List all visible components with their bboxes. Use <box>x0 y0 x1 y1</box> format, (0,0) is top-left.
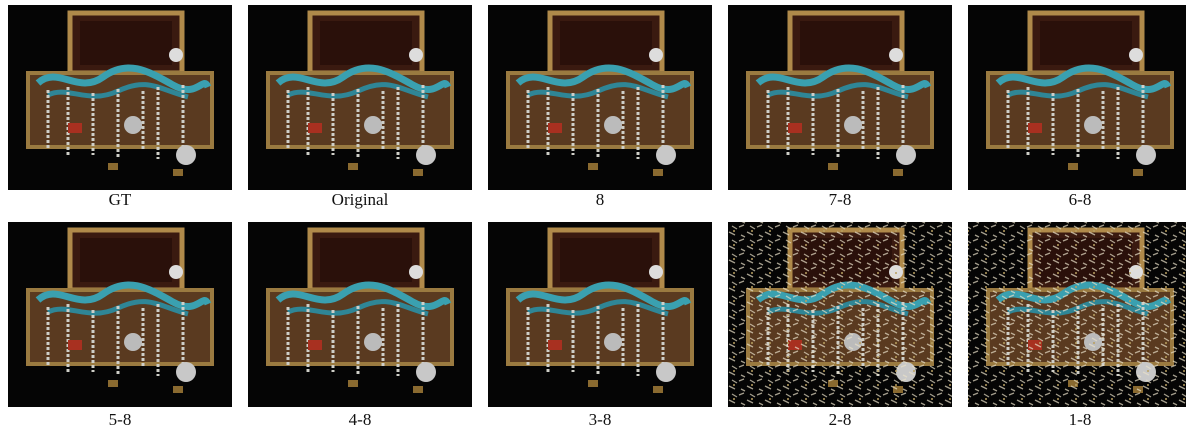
artifact-overlay <box>968 222 1186 407</box>
panel: 7-8 <box>728 5 952 209</box>
panel: Original <box>248 5 472 209</box>
panel: 4-8 <box>248 222 472 429</box>
figure: GT Original 8 7-8 6-8 5-8 4-8 3-8 2-8 1-8 <box>0 0 1186 433</box>
panel-caption: 7-8 <box>829 190 852 209</box>
panel: 8 <box>488 5 712 209</box>
panel: 6-8 <box>968 5 1186 209</box>
panel: 1-8 <box>968 222 1186 429</box>
panel-image <box>488 5 712 190</box>
panel-caption: 2-8 <box>829 410 852 429</box>
panel-image <box>248 222 472 407</box>
panel-caption: 8 <box>596 190 605 209</box>
panel-image <box>728 5 952 190</box>
panel: 3-8 <box>488 222 712 429</box>
panel: 2-8 <box>728 222 952 429</box>
panel-image <box>488 222 712 407</box>
panel: GT <box>8 5 232 209</box>
panel-caption: 3-8 <box>589 410 612 429</box>
panel-caption: 5-8 <box>109 410 132 429</box>
panel-caption: 6-8 <box>1069 190 1092 209</box>
panel-image <box>8 5 232 190</box>
panel: 5-8 <box>8 222 232 429</box>
panel-image <box>968 5 1186 190</box>
panel-image <box>8 222 232 407</box>
panel-caption: Original <box>332 190 389 209</box>
panel-caption: 4-8 <box>349 410 372 429</box>
artifact-overlay <box>728 222 952 407</box>
panel-image <box>248 5 472 190</box>
panel-caption: 1-8 <box>1069 410 1092 429</box>
panel-caption: GT <box>109 190 132 209</box>
